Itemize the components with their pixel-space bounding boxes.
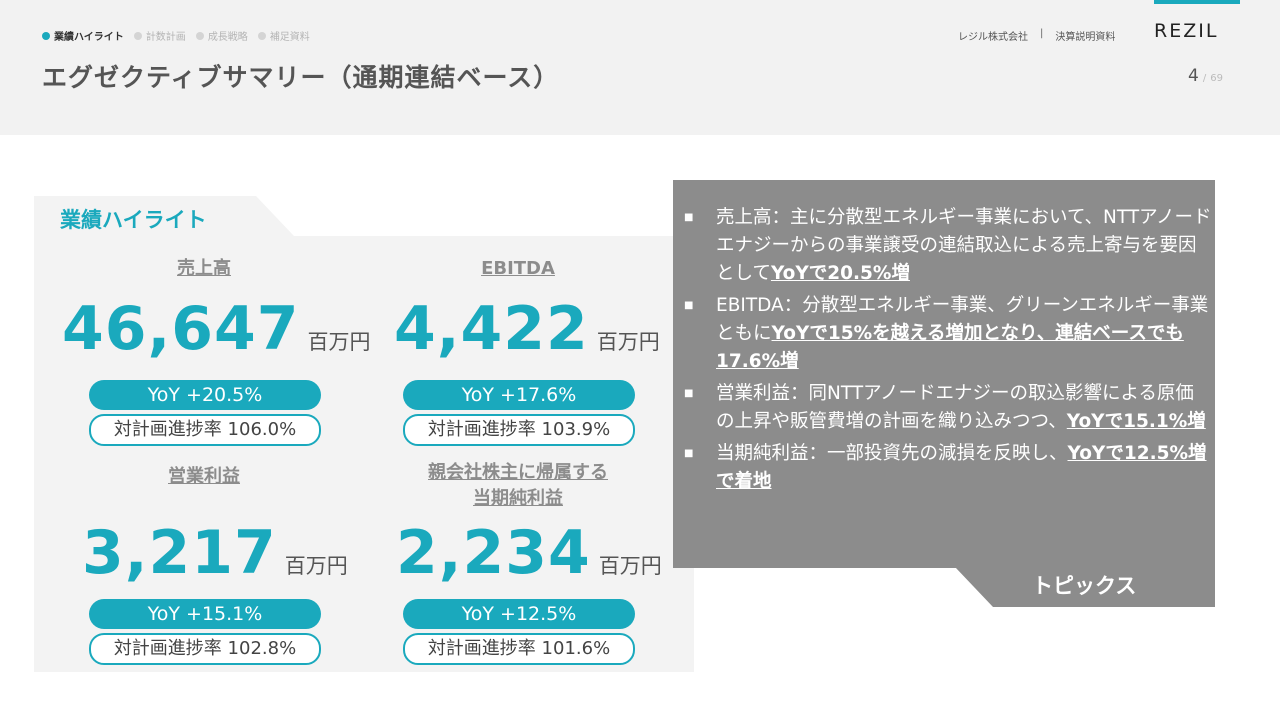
metric-value: 3,217 bbox=[82, 518, 277, 588]
section-nav: 業績ハイライト 計数計画 成長戦略 補足資料 bbox=[42, 28, 310, 43]
topic-text: 売上高：主に分散型エネルギー事業において、NTTアノードエナジーからの事業譲受の… bbox=[716, 204, 1212, 288]
nav-item-strategy[interactable]: 成長戦略 bbox=[195, 28, 248, 43]
topic-emphasis: YoYで15%を越える増加となり、連結ベースでも17.6%増 bbox=[716, 323, 1184, 372]
yoy-badge: YoY +20.5% bbox=[89, 380, 321, 410]
topics-list: ■ 売上高：主に分散型エネルギー事業において、NTTアノードエナジーからの事業譲… bbox=[684, 204, 1212, 500]
metric-operating-profit: 営業利益 bbox=[94, 464, 314, 490]
plan-progress-badge: 対計画進捗率 103.9% bbox=[403, 414, 635, 446]
topic-body: 売上高：主に分散型エネルギー事業において、NTTアノードエナジーからの事業譲受の… bbox=[716, 207, 1212, 284]
nav-item-appendix[interactable]: 補足資料 bbox=[257, 28, 310, 43]
metric-value: 46,647 bbox=[62, 294, 300, 364]
topic-body: EBITDA：分散型エネルギー事業、グリーンエネルギー事業ともに bbox=[716, 295, 1209, 344]
company-name: レジル株式会社 bbox=[958, 32, 1028, 43]
page-current: 4 bbox=[1188, 66, 1199, 86]
metric-unit: 百万円 bbox=[284, 554, 348, 578]
page-number: 4/69 bbox=[1188, 66, 1223, 86]
nav-item-highlights[interactable]: 業績ハイライト bbox=[42, 28, 124, 43]
metric-ebitda-value-row: 4,422 百万円 bbox=[394, 294, 660, 364]
nav-item-label: 計数計画 bbox=[145, 32, 186, 43]
list-item: ■ 営業利益：同NTTアノードエナジーの取込影響による原価の上昇や販管費増の計画… bbox=[684, 380, 1212, 436]
metric-unit: 百万円 bbox=[596, 330, 660, 354]
metric-net-income: 親会社株主に帰属する 当期純利益 bbox=[388, 460, 648, 512]
square-bullet-icon: ■ bbox=[684, 388, 694, 399]
page-title: エグゼクティブサマリー（通期連結ベース） bbox=[42, 63, 560, 92]
highlights-tab bbox=[34, 196, 294, 236]
topics-panel bbox=[673, 180, 1215, 568]
metric-label: 営業利益 bbox=[168, 466, 240, 487]
topics-title: トピックス bbox=[1032, 574, 1137, 598]
metric-unit: 百万円 bbox=[598, 554, 662, 578]
nav-dot-icon bbox=[195, 31, 204, 40]
nav-item-label: 補足資料 bbox=[269, 32, 310, 43]
topic-text: EBITDA：分散型エネルギー事業、グリーンエネルギー事業ともにYoYで15%を… bbox=[716, 292, 1212, 376]
metric-label: 売上高 bbox=[177, 258, 231, 279]
yoy-badge: YoY +17.6% bbox=[403, 380, 635, 410]
metric-net-income-value-row: 2,234 百万円 bbox=[396, 518, 662, 588]
yoy-badge: YoY +12.5% bbox=[403, 599, 635, 629]
yoy-badge: YoY +15.1% bbox=[89, 599, 321, 629]
metric-unit: 百万円 bbox=[307, 330, 371, 354]
topic-text: 当期純利益：一部投資先の減損を反映し、YoYで12.5%増で着地 bbox=[716, 440, 1212, 496]
metric-label: EBITDA bbox=[481, 258, 555, 279]
square-bullet-icon: ■ bbox=[684, 448, 694, 459]
company-logo: REZIL bbox=[1154, 20, 1219, 42]
nav-dot-icon bbox=[257, 31, 266, 40]
slide-header: 業績ハイライト 計数計画 成長戦略 補足資料 エグゼクティブサマリー（通期連結ベ… bbox=[0, 0, 1280, 135]
list-item: ■ EBITDA：分散型エネルギー事業、グリーンエネルギー事業ともにYoYで15… bbox=[684, 292, 1212, 376]
metric-value: 4,422 bbox=[394, 294, 589, 364]
nav-dot-icon bbox=[133, 31, 142, 40]
page-separator: / bbox=[1202, 73, 1207, 84]
plan-progress-badge: 対計画進捗率 102.8% bbox=[89, 633, 321, 665]
logo-accent-bar bbox=[1154, 0, 1240, 4]
header-separator: | bbox=[1040, 28, 1044, 39]
nav-item-plan[interactable]: 計数計画 bbox=[133, 28, 186, 43]
list-item: ■ 売上高：主に分散型エネルギー事業において、NTTアノードエナジーからの事業譲… bbox=[684, 204, 1212, 288]
topic-body: 営業利益：同NTTアノードエナジーの取込影響による原価の上昇や販管費増の計画を織… bbox=[716, 383, 1194, 432]
metric-value: 2,234 bbox=[396, 518, 591, 588]
topics-tab bbox=[955, 567, 1215, 607]
metric-operating-profit-value-row: 3,217 百万円 bbox=[82, 518, 348, 588]
metric-revenue-value-row: 46,647 百万円 bbox=[62, 294, 371, 364]
topic-emphasis: YoYで15.1%増 bbox=[1066, 411, 1206, 432]
topic-emphasis: YoYで20.5%増 bbox=[770, 263, 910, 284]
page-total: 69 bbox=[1210, 73, 1223, 84]
metric-revenue: 売上高 bbox=[94, 256, 314, 282]
nav-item-label: 成長戦略 bbox=[207, 32, 248, 43]
metric-label-line1: 親会社株主に帰属する bbox=[428, 462, 608, 483]
topic-emphasis: YoYで12.5%増で着地 bbox=[716, 443, 1207, 492]
metric-label-line2: 当期純利益 bbox=[473, 488, 563, 509]
plan-progress-badge: 対計画進捗率 106.0% bbox=[89, 414, 321, 446]
topic-text: 営業利益：同NTTアノードエナジーの取込影響による原価の上昇や販管費増の計画を織… bbox=[716, 380, 1212, 436]
company-info: レジル株式会社 | 決算説明資料 bbox=[958, 28, 1115, 43]
topic-body: 当期純利益：一部投資先の減損を反映し、 bbox=[716, 443, 1068, 464]
document-type: 決算説明資料 bbox=[1055, 32, 1116, 43]
nav-item-label: 業績ハイライト bbox=[54, 32, 124, 43]
square-bullet-icon: ■ bbox=[684, 300, 694, 311]
highlights-title: 業績ハイライト bbox=[60, 208, 207, 232]
square-bullet-icon: ■ bbox=[684, 212, 694, 223]
metric-ebitda: EBITDA bbox=[408, 256, 628, 282]
list-item: ■ 当期純利益：一部投資先の減損を反映し、YoYで12.5%増で着地 bbox=[684, 440, 1212, 496]
nav-active-dot-icon bbox=[42, 31, 50, 40]
plan-progress-badge: 対計画進捗率 101.6% bbox=[403, 633, 635, 665]
